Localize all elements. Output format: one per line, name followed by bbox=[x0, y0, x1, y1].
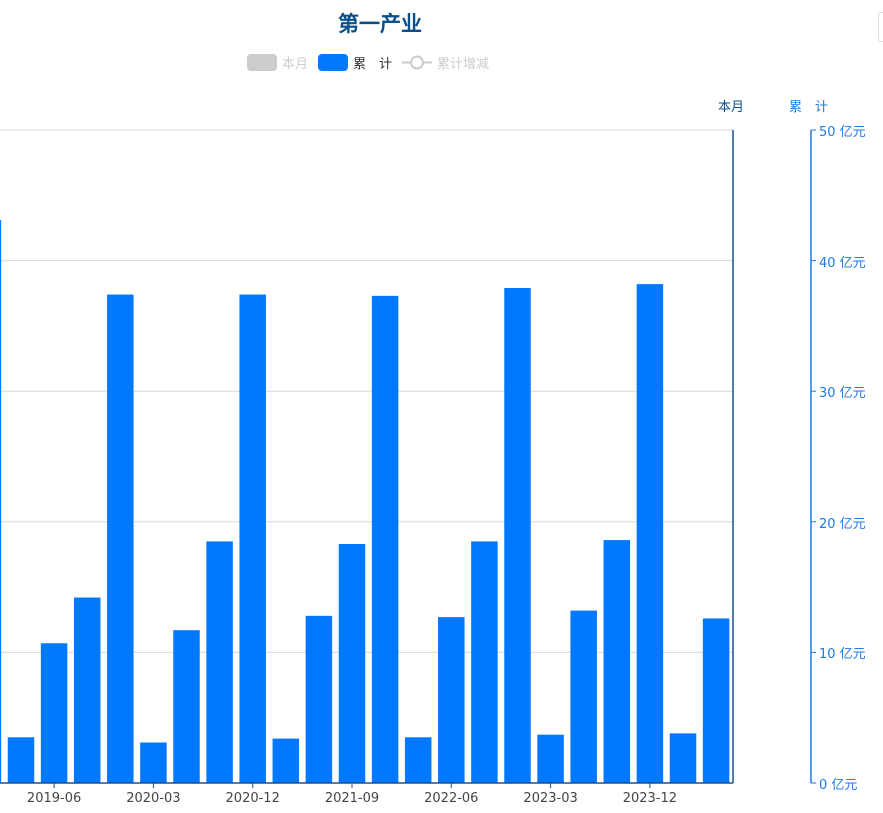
bar[interactable] bbox=[371, 295, 399, 783]
bar[interactable] bbox=[603, 540, 631, 783]
bar[interactable] bbox=[669, 733, 697, 783]
line-circle-icon bbox=[402, 55, 433, 70]
bar[interactable] bbox=[173, 630, 200, 783]
legend-item-cumulative[interactable]: 累 计 bbox=[318, 53, 392, 72]
bar[interactable] bbox=[239, 294, 266, 783]
x-tick-label: 2023-12 bbox=[622, 791, 678, 806]
bar[interactable] bbox=[272, 738, 300, 783]
legend-label: 本月 bbox=[282, 57, 309, 72]
chart-title: 第一产业 bbox=[338, 12, 422, 36]
bar[interactable] bbox=[570, 610, 597, 783]
legend-item-monthly[interactable]: 本月 bbox=[247, 53, 308, 72]
bar[interactable] bbox=[140, 742, 167, 783]
bar[interactable] bbox=[537, 734, 564, 783]
bar[interactable] bbox=[107, 294, 134, 783]
bar[interactable] bbox=[338, 544, 366, 783]
axis-name-cumulative: 累 计 bbox=[789, 100, 829, 115]
toolbar-button[interactable] bbox=[878, 12, 883, 42]
bar[interactable] bbox=[404, 737, 432, 783]
bar[interactable] bbox=[305, 615, 333, 783]
x-tick-label: 2023-03 bbox=[523, 791, 578, 806]
legend-swatch bbox=[247, 54, 277, 71]
bar[interactable] bbox=[40, 643, 68, 783]
bar[interactable] bbox=[7, 737, 35, 783]
bar[interactable] bbox=[702, 618, 730, 783]
axis-name-monthly: 本月 bbox=[718, 100, 745, 115]
bar[interactable] bbox=[504, 288, 531, 783]
legend: 本月 累 计 累计增减 bbox=[247, 53, 499, 72]
y-tick-label: 30 亿元 bbox=[819, 386, 866, 402]
y-tick-label: 20 亿元 bbox=[819, 516, 866, 532]
legend-label: 累计增减 bbox=[437, 57, 490, 72]
x-tick-label: 2020-03 bbox=[126, 791, 181, 806]
y-tick-label: 10 亿元 bbox=[819, 647, 866, 663]
legend-label: 累 计 bbox=[353, 57, 393, 72]
x-tick-label: 2022-06 bbox=[424, 791, 479, 806]
bar[interactable] bbox=[73, 597, 101, 783]
legend-item-change[interactable]: 累计增减 bbox=[402, 53, 489, 72]
bar[interactable] bbox=[636, 284, 664, 783]
legend-swatch bbox=[318, 54, 349, 71]
x-tick-label: 2019-06 bbox=[26, 791, 82, 806]
x-tick-label: 2020-12 bbox=[225, 791, 280, 806]
y-tick-label: 0 亿元 bbox=[819, 778, 858, 793]
bar[interactable] bbox=[206, 541, 233, 783]
y-tick-label: 50 亿元 bbox=[819, 125, 866, 140]
bar[interactable] bbox=[471, 541, 498, 783]
bar[interactable] bbox=[0, 220, 2, 783]
bar[interactable] bbox=[438, 617, 465, 783]
x-tick-label: 2021-09 bbox=[324, 791, 380, 806]
y-tick-label: 40 亿元 bbox=[819, 255, 866, 271]
